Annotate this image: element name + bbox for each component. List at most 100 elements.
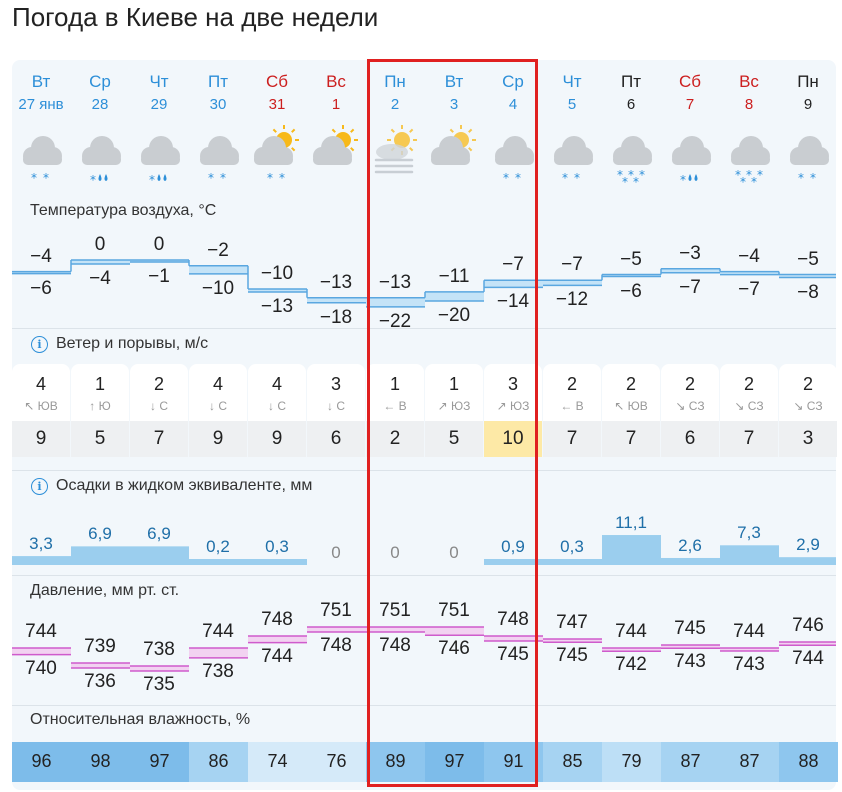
wind-speed: 4 xyxy=(35,374,46,394)
pressure-max: 738 xyxy=(143,639,175,660)
humidity-value: 89 xyxy=(385,751,406,771)
cloud-icon xyxy=(141,136,180,165)
precipitation-icon: * * xyxy=(267,171,285,185)
precipitation-value: 0 xyxy=(331,543,341,562)
temp-min: −1 xyxy=(148,266,170,287)
info-icon[interactable]: i xyxy=(31,478,48,495)
day-of-week: Чт xyxy=(149,72,169,91)
humidity-cell xyxy=(248,742,307,782)
day-date: 27 янв xyxy=(18,96,64,113)
cloud-icon xyxy=(313,136,352,165)
svg-text:*: * xyxy=(735,168,741,182)
pressure-band xyxy=(366,627,425,632)
info-icon[interactable]: i xyxy=(31,336,48,353)
svg-text:*: * xyxy=(639,168,645,182)
gust-cell xyxy=(307,421,365,457)
temp-min: −12 xyxy=(555,289,589,311)
day-date: 4 xyxy=(508,96,518,113)
pressure-max: 744 xyxy=(202,621,234,642)
temp-min: −8 xyxy=(797,281,819,303)
humidity-value: 97 xyxy=(149,751,170,771)
temp-max: −3 xyxy=(679,242,701,264)
pressure-max: 739 xyxy=(84,636,116,657)
humidity-cell xyxy=(602,742,661,782)
cloud-snow-icon: * * ** * xyxy=(731,136,770,188)
svg-text:*: * xyxy=(267,171,273,185)
wind-speed: 2 xyxy=(153,374,164,394)
pressure-band xyxy=(307,627,366,632)
temp-max: −4 xyxy=(30,245,52,267)
temp-min: −18 xyxy=(319,306,353,328)
wind-gust: 7 xyxy=(625,428,637,449)
precipitation-icon: * * xyxy=(208,171,226,185)
wind-direction: ↓ С xyxy=(268,399,286,413)
precipitation-icon: * xyxy=(680,173,698,187)
wind-gust: 7 xyxy=(153,428,165,449)
cloud-rain-snow-icon: * xyxy=(672,136,711,187)
wind-direction: ↖ ЮВ xyxy=(614,399,648,413)
gust-cell xyxy=(661,421,719,457)
temperature-band xyxy=(543,280,602,286)
precipitation-value: 0 xyxy=(390,543,400,562)
humidity-value: 86 xyxy=(208,751,229,771)
pressure-band xyxy=(661,645,720,649)
wind-gust: 6 xyxy=(330,428,342,449)
day-date: 28 xyxy=(91,96,109,113)
gust-cell xyxy=(248,421,306,457)
precipitation-bar xyxy=(130,546,189,565)
gust-cell xyxy=(484,421,542,457)
cloud-icon xyxy=(495,136,534,165)
wind-speed: 2 xyxy=(566,374,577,394)
cloud-icon xyxy=(200,136,239,165)
pressure-chart xyxy=(12,626,836,672)
temp-min: −7 xyxy=(738,278,760,300)
svg-text:*: * xyxy=(740,175,746,188)
cloud-rain-snow-icon: * xyxy=(82,136,121,187)
precipitation-bar xyxy=(779,557,836,565)
day-of-week: Пн xyxy=(384,72,406,91)
pressure-min: 748 xyxy=(320,634,352,656)
svg-text:*: * xyxy=(746,168,752,182)
precipitation-bar xyxy=(71,546,130,565)
humidity-value: 96 xyxy=(31,751,52,771)
gust-cell xyxy=(779,421,837,457)
wind-direction: ↓ С xyxy=(327,399,345,413)
cloud-icon xyxy=(82,136,121,165)
day-of-week: Вт xyxy=(31,72,51,91)
pressure-max: 747 xyxy=(556,612,588,633)
precipitation-bar xyxy=(720,545,779,565)
gust-cell xyxy=(543,421,601,457)
temp-min: −4 xyxy=(89,268,111,290)
svg-text:*: * xyxy=(757,168,763,182)
sun-fog-icon xyxy=(374,125,417,174)
section-divider xyxy=(12,575,836,576)
precipitation-icon: * * xyxy=(562,171,580,185)
cloud-icon xyxy=(554,136,593,165)
humidity-value: 74 xyxy=(267,751,288,771)
pressure-band xyxy=(130,666,189,671)
gust-cell xyxy=(425,421,483,457)
temp-max: −7 xyxy=(561,254,583,276)
wind-speed: 4 xyxy=(212,374,223,394)
pressure-band xyxy=(720,648,779,651)
day-date: 3 xyxy=(449,96,459,113)
precipitation-value: 11,1 xyxy=(615,513,647,533)
temp-max: −4 xyxy=(738,245,760,267)
temperature-band xyxy=(130,260,189,262)
pressure-min: 746 xyxy=(438,638,470,660)
wind-speed: 3 xyxy=(330,374,341,394)
temp-max: −13 xyxy=(319,271,353,293)
day-date: 1 xyxy=(331,96,341,113)
wind-gust: 3 xyxy=(802,428,814,449)
day-of-week: Пт xyxy=(207,72,228,91)
section-divider xyxy=(12,470,836,471)
page-title: Погода в Киеве на две недели xyxy=(12,2,379,32)
pressure-band xyxy=(189,648,248,658)
wind-speed: 3 xyxy=(507,374,518,394)
precipitation-value: 2,9 xyxy=(796,535,820,555)
gust-cell xyxy=(720,421,778,457)
temp-min: −13 xyxy=(260,296,294,318)
pressure-max: 748 xyxy=(261,609,293,630)
wind-speed: 2 xyxy=(743,374,754,394)
temp-min: −6 xyxy=(30,277,52,299)
